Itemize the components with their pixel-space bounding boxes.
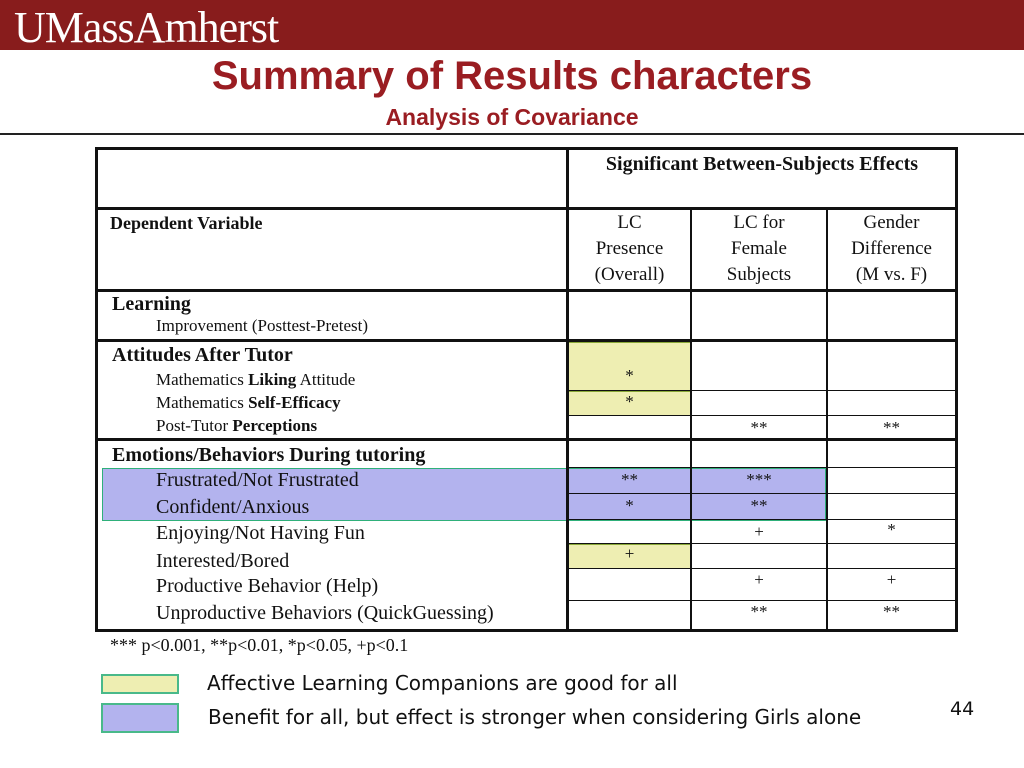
col-header-gender-difference: Gender Difference (M vs. F) <box>828 210 955 288</box>
cell-enjoying-gender: * <box>887 520 896 539</box>
slide-subtitle: Analysis of Covariance <box>385 104 639 130</box>
table-line-dv <box>95 289 958 292</box>
row-improvement: Improvement (Posttest-Pretest) <box>156 316 368 335</box>
university-logo: UMassAmherst <box>14 3 279 51</box>
cell-interested-lc: + <box>624 544 635 563</box>
row-frustrated: Frustrated/Not Frustrated <box>156 469 359 491</box>
table-line-r7 <box>567 568 957 569</box>
row-confident: Confident/Anxious <box>156 496 310 518</box>
cell-confident-lc: * <box>625 496 634 515</box>
table-border-right <box>955 147 958 632</box>
table-line-r5 <box>567 519 957 520</box>
header-banner: UMassAmherst <box>0 0 1024 50</box>
row-perceptions: Post-Tutor Perceptions <box>156 414 317 438</box>
col-header-lc-line2: Presence <box>595 238 664 259</box>
section-attitudes: Attitudes After Tutor <box>112 344 293 366</box>
col-header-lc-female: LC for Female Subjects <box>692 210 826 288</box>
col-header-female-line1: LC for <box>733 212 785 233</box>
col-header-lc-presence: LC Presence (Overall) <box>569 210 690 288</box>
page-number: 44 <box>950 698 975 720</box>
cell-unproductive-gender: ** <box>883 602 900 621</box>
row-liking-prefix: Mathematics <box>156 370 249 389</box>
cell-unproductive-female: ** <box>750 602 768 621</box>
col-header-female-line2: Female <box>731 238 787 259</box>
row-enjoying: Enjoying/Not Having Fun <box>156 522 365 544</box>
row-efficacy: Mathematics Self-Efficacy <box>156 391 341 415</box>
col-header-lc-line3: (Overall) <box>594 264 665 285</box>
col-header-gender-line1: Gender <box>863 212 920 233</box>
col-header-gender-line3: (M vs. F) <box>855 264 928 285</box>
section-emotions: Emotions/Behaviors During tutoring <box>112 444 426 466</box>
table-line-r4 <box>567 493 957 494</box>
cell-productive-gender: + <box>886 570 897 589</box>
cell-liking-lc: * <box>625 366 634 385</box>
table-line-learning <box>95 339 958 342</box>
legend-swatch-yellow <box>101 674 179 694</box>
row-interested: Interested/Bored <box>156 550 290 572</box>
girls-effect-highlight <box>102 468 826 521</box>
legend-swatch-blue <box>101 703 179 733</box>
cell-perceptions-female: ** <box>750 418 768 437</box>
table-line-r3 <box>567 467 957 468</box>
lc-liking-highlight <box>568 342 692 391</box>
row-efficacy-prefix: Mathematics <box>156 393 249 412</box>
row-perceptions-bold: Perceptions <box>232 416 318 435</box>
legend-text-yellow: Affective Learning Companions are good f… <box>207 671 678 695</box>
table-line-r8 <box>567 600 957 601</box>
slide-title: Summary of Results characters <box>211 54 813 98</box>
row-perceptions-prefix: Post-Tutor <box>156 416 233 435</box>
row-liking-bold: Liking <box>248 370 297 389</box>
cell-frustrated-female: *** <box>746 470 772 489</box>
cell-productive-female: + <box>754 570 764 589</box>
row-efficacy-bold: Self-Efficacy <box>248 393 341 412</box>
col-header-gender-line2: Difference <box>851 238 932 259</box>
significance-footnote: *** p<0.001, **p<0.01, *p<0.05, +p<0.1 <box>110 635 409 655</box>
section-learning: Learning <box>112 293 191 315</box>
table-line-r6 <box>567 543 957 544</box>
table-col-divider-1 <box>566 147 569 632</box>
table-border-left <box>95 147 98 632</box>
dv-header: Dependent Variable <box>110 213 263 233</box>
row-productive: Productive Behavior (Help) <box>156 575 379 597</box>
table-line-attitudes <box>95 438 958 441</box>
table-border-bottom <box>95 629 958 632</box>
table-col-divider-2 <box>690 207 692 632</box>
col-header-female-line3: Subjects <box>726 264 792 285</box>
legend-text-blue: Benefit for all, but effect is stronger … <box>208 705 862 729</box>
effects-header: Significant Between-Subjects Effects <box>605 153 919 175</box>
table-line-header <box>95 207 958 210</box>
row-liking-suffix: Attitude <box>296 370 356 389</box>
row-unproductive: Unproductive Behaviors (QuickGuessing) <box>156 602 494 624</box>
lc-interested-highlight <box>568 544 692 569</box>
cell-perceptions-gender: ** <box>883 418 900 437</box>
col-header-lc-line1: LC <box>617 212 642 233</box>
table-line-r1 <box>567 390 957 391</box>
row-liking: Mathematics Liking Attitude <box>156 368 355 392</box>
table-line-r2 <box>567 415 957 416</box>
cell-confident-female: ** <box>750 496 768 515</box>
table-border-top <box>95 147 958 150</box>
title-divider <box>0 133 1024 135</box>
cell-efficacy-lc: * <box>625 392 634 411</box>
table-col-divider-3 <box>826 207 828 632</box>
cell-frustrated-lc: ** <box>621 470 638 489</box>
cell-enjoying-female: + <box>754 522 764 541</box>
